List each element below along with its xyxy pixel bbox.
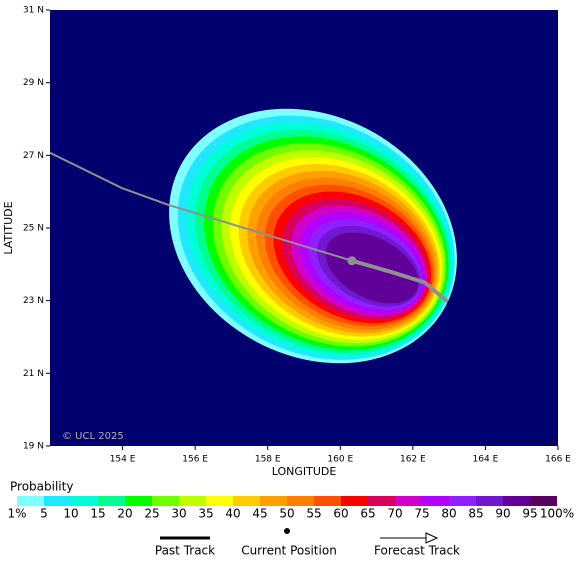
y-tick-label: 31 N (23, 6, 44, 16)
colorbar-label: 70 (387, 507, 402, 521)
current-position (347, 256, 357, 266)
y-axis-label: LATITUDE (2, 201, 15, 254)
colorbar-label: 50 (279, 507, 294, 521)
y-tick-label: 23 N (23, 296, 44, 306)
colorbar-cell (287, 496, 314, 506)
x-tick-label: 166 E (545, 455, 571, 465)
x-axis-label: LONGITUDE (272, 465, 337, 478)
legend-forecast-track-label: Forecast Track (374, 544, 460, 558)
colorbar-label: 35 (198, 507, 213, 521)
colorbar-cell (125, 496, 152, 506)
colorbar-cell (503, 496, 530, 506)
y-tick-label: 21 N (23, 369, 44, 379)
colorbar-cell (530, 496, 557, 506)
colorbar-cell (98, 496, 125, 506)
colorbar-cell (44, 496, 71, 506)
colorbar-label: 60 (333, 507, 348, 521)
colorbar-label: 100% (540, 507, 574, 521)
x-tick-label: 158 E (255, 455, 281, 465)
legend-past-track-label: Past Track (155, 544, 215, 558)
colorbar-label: 45 (252, 507, 267, 521)
colorbar-cell (449, 496, 476, 506)
copyright: © UCL 2025 (62, 431, 124, 442)
colorbar-label: 20 (117, 507, 132, 521)
legend-current-position (284, 528, 290, 534)
forecast-track (351, 258, 449, 304)
y-tick-label: 19 N (23, 442, 44, 452)
x-tick-label: 162 E (400, 455, 426, 465)
x-tick-label: 160 E (327, 455, 353, 465)
colorbar-cell (179, 496, 206, 506)
y-tick-label: 25 N (23, 224, 44, 234)
colorbar-cell (395, 496, 422, 506)
colorbar-cell (368, 496, 395, 506)
colorbar-label: 75 (414, 507, 429, 521)
colorbar-label: 15 (90, 507, 105, 521)
colorbar-label: 55 (306, 507, 321, 521)
x-tick-label: 164 E (473, 455, 499, 465)
probability-field (169, 108, 457, 364)
colorbar-cell (152, 496, 179, 506)
colorbar-label: 95 (522, 507, 537, 521)
y-tick-label: 27 N (23, 151, 44, 161)
x-tick-label: 156 E (182, 455, 208, 465)
colorbar-cell (341, 496, 368, 506)
legend-title: Probability (10, 480, 73, 494)
colorbar-cell (314, 496, 341, 506)
colorbar-label: 1% (7, 507, 26, 521)
colorbar-cell (71, 496, 98, 506)
y-tick-label: 29 N (23, 78, 44, 88)
past-track (50, 151, 353, 262)
colorbar-cell (206, 496, 233, 506)
colorbar-cell (422, 496, 449, 506)
colorbar-cell (233, 496, 260, 506)
colorbar-cell (260, 496, 287, 506)
x-tick-label: 154 E (110, 455, 136, 465)
colorbar-label: 80 (441, 507, 456, 521)
colorbar-label: 10 (63, 507, 78, 521)
colorbar-label: 65 (360, 507, 375, 521)
legend-current-position-label: Current Position (241, 544, 337, 558)
colorbar-label: 85 (468, 507, 483, 521)
colorbar-cell (17, 496, 44, 506)
legend-forecast-arrow (425, 532, 439, 544)
colorbar-cell (476, 496, 503, 506)
colorbar-label: 40 (225, 507, 240, 521)
colorbar-label: 5 (40, 507, 48, 521)
colorbar-label: 25 (144, 507, 159, 521)
colorbar-label: 90 (495, 507, 510, 521)
colorbar-label: 30 (171, 507, 186, 521)
